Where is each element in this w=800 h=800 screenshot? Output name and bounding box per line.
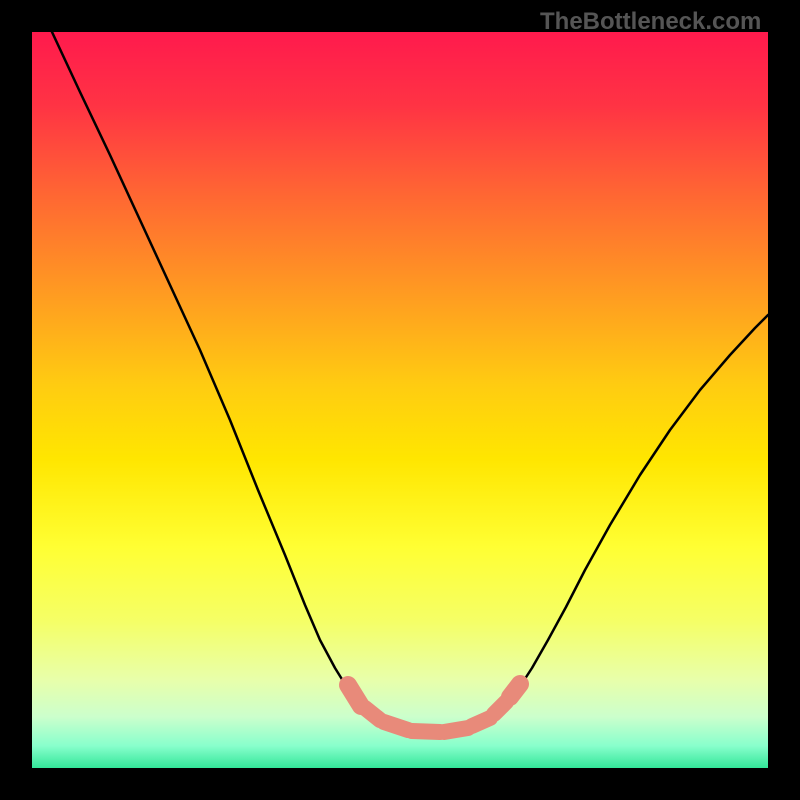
watermark-text: TheBottleneck.com bbox=[540, 8, 761, 36]
highlight-blob bbox=[510, 684, 520, 697]
highlight-blob bbox=[412, 731, 440, 732]
highlight-blob bbox=[444, 728, 468, 732]
chart-canvas: TheBottleneck.com bbox=[0, 0, 800, 800]
highlight-blob bbox=[472, 718, 490, 726]
plot-background bbox=[32, 32, 768, 768]
chart-svg bbox=[0, 0, 800, 800]
